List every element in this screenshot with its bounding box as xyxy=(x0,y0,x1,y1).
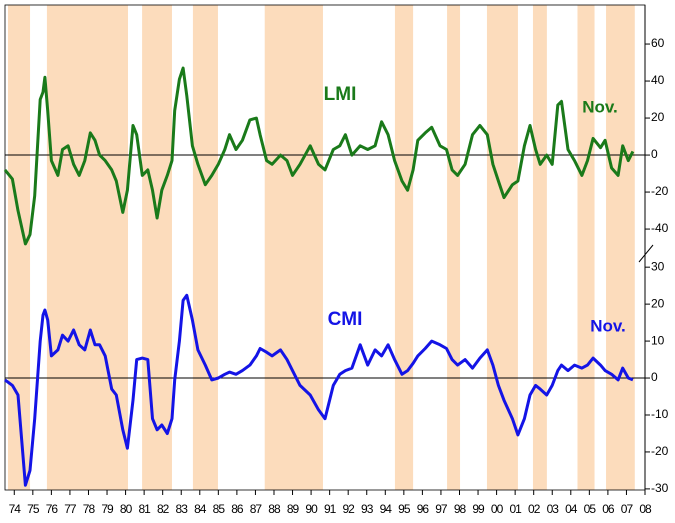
y-tick-label: -20 xyxy=(651,184,669,198)
x-tick-label: 88 xyxy=(268,502,281,516)
x-tick-label: 83 xyxy=(176,502,189,516)
annotation: LMI xyxy=(324,84,357,105)
y-tick-label: 40 xyxy=(651,73,665,87)
x-tick-label: 99 xyxy=(472,502,485,516)
x-tick-label: 95 xyxy=(398,502,411,516)
shaded-period xyxy=(46,5,128,490)
x-tick-label: 74 xyxy=(9,502,22,516)
y-tick-label: 30 xyxy=(651,259,665,273)
x-tick-label: 92 xyxy=(343,502,356,516)
y-tick-label: -20 xyxy=(651,444,669,458)
shaded-period xyxy=(486,5,518,490)
x-tick-label: 79 xyxy=(101,502,114,516)
y-tick-label: 20 xyxy=(651,296,665,310)
y-tick-label: 0 xyxy=(651,370,658,384)
y-tick-label: -30 xyxy=(651,481,669,495)
x-tick-label: 76 xyxy=(46,502,59,516)
axis-break xyxy=(638,244,654,263)
y-tick-label: 10 xyxy=(651,333,665,347)
annotation: Nov. xyxy=(582,97,618,116)
annotation: CMI xyxy=(328,309,363,330)
y-tick-label: -10 xyxy=(651,407,669,421)
x-tick-label: 91 xyxy=(324,502,337,516)
shaded-period xyxy=(532,5,547,490)
x-tick-label: 85 xyxy=(213,502,226,516)
x-tick-label: 82 xyxy=(157,502,170,516)
x-tick-label: 78 xyxy=(83,502,96,516)
shaded-period xyxy=(606,5,635,490)
y-tick-label: 20 xyxy=(651,110,665,124)
x-tick-label: 08 xyxy=(639,502,652,516)
x-tick-label: 02 xyxy=(528,502,541,516)
shaded-period xyxy=(447,5,461,490)
x-tick-label: 05 xyxy=(584,502,597,516)
series-line xyxy=(4,293,634,487)
x-tick-label: 90 xyxy=(305,502,318,516)
shaded-period xyxy=(394,5,414,490)
x-tick-label: 96 xyxy=(417,502,430,516)
x-tick-label: 77 xyxy=(64,502,77,516)
x-tick-label: 93 xyxy=(361,502,374,516)
x-tick-label: 00 xyxy=(491,502,504,516)
series-line xyxy=(3,66,635,246)
x-tick-label: 04 xyxy=(565,502,578,516)
shaded-period xyxy=(192,5,218,490)
x-tick-label: 07 xyxy=(621,502,634,516)
y-tick-label: 0 xyxy=(651,147,658,161)
y-tick-label: 60 xyxy=(651,36,665,50)
x-tick-label: 87 xyxy=(250,502,263,516)
shaded-period xyxy=(142,5,172,490)
shaded-period xyxy=(7,5,31,490)
shaded-period xyxy=(577,5,595,490)
y-tick-label: -40 xyxy=(651,221,669,235)
x-tick-label: 94 xyxy=(380,502,393,516)
x-tick-label: 81 xyxy=(138,502,151,516)
x-tick-label: 84 xyxy=(194,502,207,516)
x-tick-label: 86 xyxy=(231,502,244,516)
x-tick-label: 98 xyxy=(454,502,467,516)
x-tick-label: 80 xyxy=(120,502,133,516)
x-tick-label: 97 xyxy=(435,502,448,516)
x-tick-label: 06 xyxy=(602,502,615,516)
shaded-period xyxy=(264,5,323,490)
x-tick-label: 03 xyxy=(547,502,560,516)
x-tick-label: 01 xyxy=(509,502,522,516)
annotation: Nov. xyxy=(590,316,626,335)
x-tick-label: 89 xyxy=(287,502,300,516)
x-tick-label: 75 xyxy=(27,502,40,516)
